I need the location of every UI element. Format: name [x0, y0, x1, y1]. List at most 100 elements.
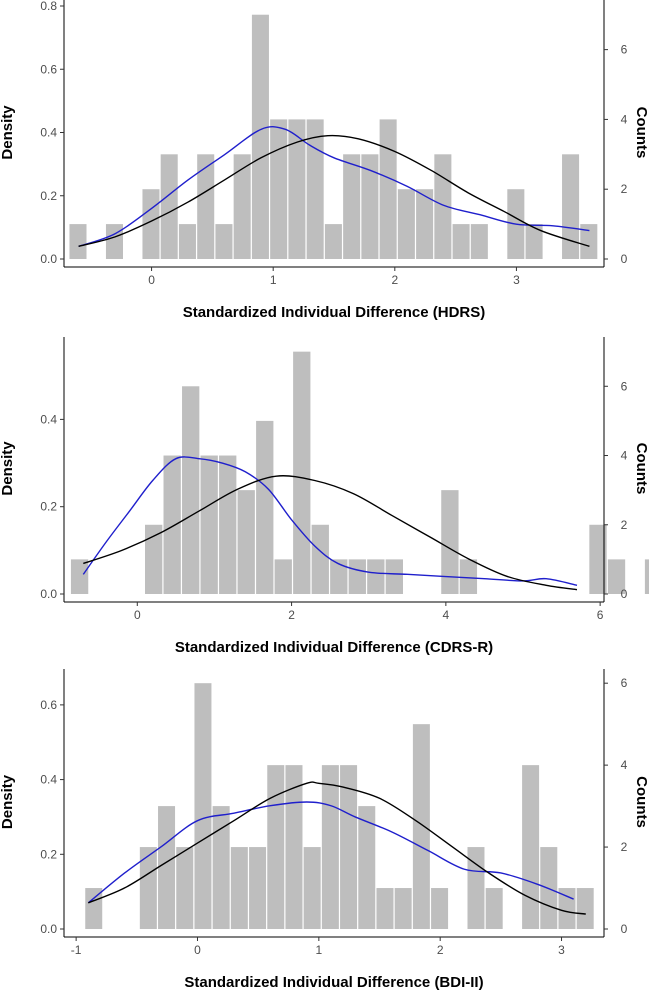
- y-tick-label: 0.8: [40, 0, 57, 13]
- y-tick-label: 0.0: [40, 922, 57, 936]
- histogram-bar: [306, 119, 324, 259]
- x-axis-title: Standardized Individual Difference (CDRS…: [175, 639, 493, 656]
- histogram-bar: [145, 524, 163, 594]
- y2-tick-label: 4: [621, 758, 628, 772]
- histogram-bar: [311, 524, 329, 594]
- y2-tick-label: 6: [621, 379, 628, 393]
- histogram-bar: [607, 559, 626, 594]
- histogram-bar: [525, 224, 543, 259]
- histogram-bar: [562, 154, 580, 259]
- histogram-bar: [416, 189, 434, 259]
- y-tick-label: 0.6: [40, 698, 57, 712]
- normal-fit-curve: [88, 781, 586, 915]
- histogram-bar: [321, 765, 339, 929]
- histogram-bar: [197, 154, 215, 259]
- histogram-bar: [158, 806, 176, 929]
- histogram-bar: [412, 724, 430, 929]
- histogram-bar: [452, 224, 470, 259]
- histogram-bar: [385, 559, 403, 594]
- x-tick-label: 0: [148, 273, 155, 287]
- histogram-bar: [142, 189, 160, 259]
- histogram-bar: [139, 847, 157, 929]
- y2-tick-label: 2: [621, 182, 628, 196]
- histogram-bar: [361, 154, 379, 259]
- y2-axis-title: Counts: [633, 107, 649, 159]
- y-tick-label: 0.2: [40, 189, 57, 203]
- histogram-bar: [459, 559, 478, 594]
- histogram-bar: [580, 224, 598, 259]
- x-tick-label: -1: [71, 943, 82, 957]
- y-tick-label: 0.6: [40, 62, 57, 76]
- y-tick-label: 0.2: [40, 500, 57, 514]
- kernel-density-curve: [87, 801, 574, 904]
- histogram-bar: [69, 224, 87, 259]
- x-tick-label: 2: [391, 273, 398, 287]
- histogram-bar: [441, 490, 459, 594]
- histogram-bar: [212, 806, 230, 929]
- histogram-bar: [293, 351, 311, 594]
- y2-tick-label: 2: [621, 840, 628, 854]
- histogram-bar: [274, 559, 292, 594]
- histogram-bar: [85, 888, 103, 929]
- kernel-density-curve: [78, 126, 590, 248]
- histogram-bar: [270, 119, 288, 259]
- histogram-bar: [200, 455, 218, 594]
- histogram-bar: [288, 119, 306, 259]
- y-axis-title: Density: [0, 105, 16, 160]
- histogram-bar: [303, 847, 321, 929]
- x-axis-title: Standardized Individual Difference (BDI-…: [184, 974, 483, 991]
- y2-tick-label: 6: [621, 43, 628, 57]
- x-tick-label: 2: [437, 943, 444, 957]
- histogram-bar: [340, 765, 358, 929]
- histogram-bar: [470, 224, 488, 259]
- y-tick-label: 0.2: [40, 847, 57, 861]
- histogram-bar: [249, 847, 267, 929]
- y-tick-label: 0.4: [40, 773, 57, 787]
- histogram-bar: [105, 224, 123, 259]
- histogram-bar: [431, 888, 449, 929]
- histogram-bar: [343, 154, 361, 259]
- y-axis-title: Density: [0, 774, 16, 829]
- histogram-bar: [182, 386, 200, 594]
- y2-tick-label: 4: [621, 112, 628, 126]
- histogram-bar: [379, 119, 397, 259]
- x-tick-label: 6: [597, 608, 604, 622]
- cdrs-r-histogram-panel: 0 2 4 6 0.0 0.2 0.4 0 2 4 6 Standardized Individual…: [0, 337, 649, 656]
- histogram-bar: [522, 765, 540, 929]
- histogram-bar: [485, 888, 503, 929]
- y2-axis-title: Counts: [633, 443, 649, 495]
- hdrs-histogram-panel: 0 1 2 3 0.0 0.2 0.4 0.6 0.8 0 2 4 6 Standardized Indi…: [0, 0, 649, 321]
- histogram-bar: [70, 559, 89, 594]
- histogram-bar: [330, 559, 348, 594]
- y2-tick-label: 4: [621, 449, 628, 463]
- histogram-bar: [348, 559, 366, 594]
- histogram-bar: [644, 559, 649, 594]
- y2-tick-label: 6: [621, 676, 628, 690]
- y2-tick-label: 0: [621, 922, 628, 936]
- histogram-bar: [576, 888, 594, 929]
- x-tick-label: 3: [513, 273, 520, 287]
- histogram-bar: [589, 524, 607, 594]
- y-tick-label: 0.4: [40, 126, 57, 140]
- y-axis-title: Density: [0, 441, 16, 496]
- histogram-bar: [367, 559, 385, 594]
- histogram-bar: [358, 806, 376, 929]
- y-tick-label: 0.0: [40, 587, 57, 601]
- x-tick-label: 4: [443, 608, 450, 622]
- x-tick-label: 1: [270, 273, 277, 287]
- normal-fit-curve: [83, 475, 578, 591]
- histogram-bar: [230, 847, 248, 929]
- histogram-bar: [237, 490, 255, 594]
- x-tick-label: 1: [315, 943, 322, 957]
- x-tick-label: 0: [194, 943, 201, 957]
- histogram-bar: [219, 455, 237, 594]
- histogram-bar: [163, 455, 181, 594]
- histogram-bar: [178, 224, 196, 259]
- histogram-bar: [194, 683, 212, 929]
- bdi-ii-histogram-panel: -1 0 1 2 3 0.0 0.2 0.4 0.6 0 2 4 6 Standardized Indiv…: [0, 669, 649, 991]
- y-tick-label: 0.0: [40, 252, 57, 266]
- histogram-bar: [233, 154, 251, 259]
- histogram-bar: [160, 154, 178, 259]
- y2-axis-title: Counts: [633, 776, 649, 828]
- normal-fit-curve: [78, 134, 590, 248]
